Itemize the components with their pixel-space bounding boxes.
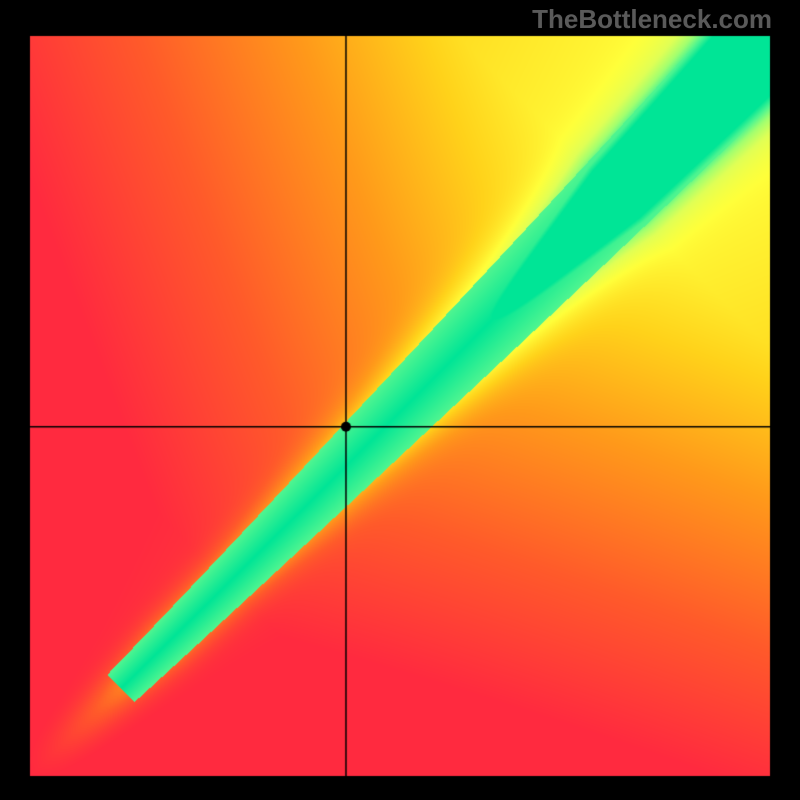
chart-container: TheBottleneck.com [0,0,800,800]
watermark-text: TheBottleneck.com [532,4,772,35]
bottleneck-heatmap [0,0,800,800]
